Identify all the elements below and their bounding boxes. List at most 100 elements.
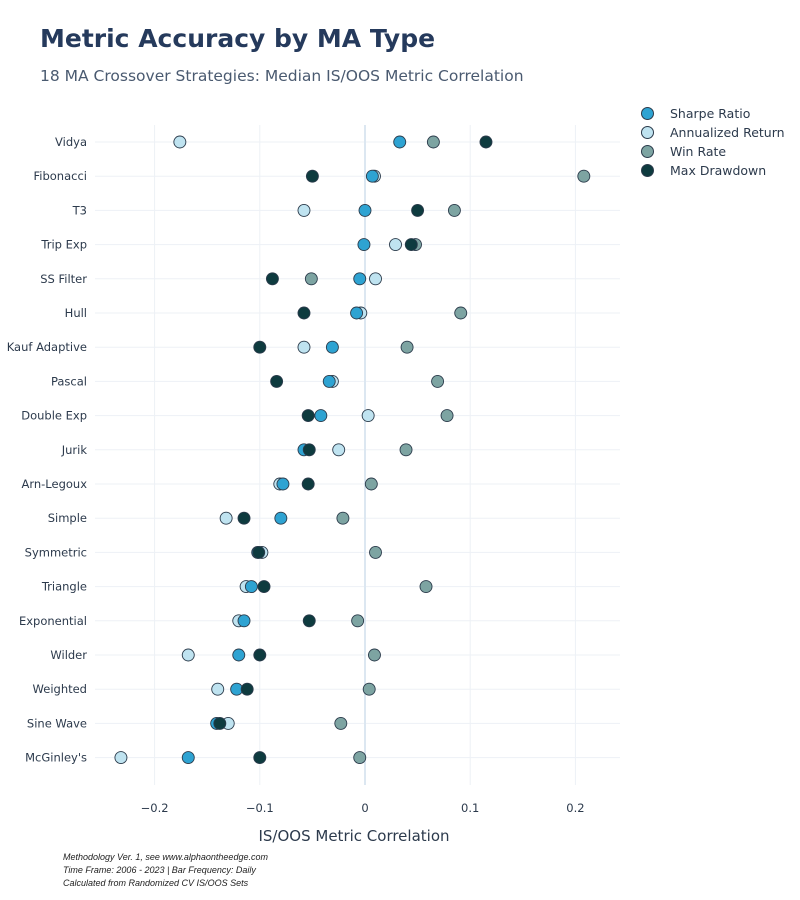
point-win-rate-fibonacci[interactable] <box>577 169 591 183</box>
point-sharpe-ratio-arn-legoux[interactable] <box>276 477 290 491</box>
point-max-drawdown-ss-filter[interactable] <box>265 272 279 286</box>
legend-item-max-drawdown[interactable]: Max Drawdown <box>641 161 785 180</box>
point-max-drawdown-sine-wave[interactable] <box>213 716 227 730</box>
category-label-wilder: Wilder <box>50 648 87 662</box>
point-max-drawdown-fibonacci[interactable] <box>305 169 319 183</box>
category-label-simple: Simple <box>48 511 87 525</box>
footnote-methodology: Methodology Ver. 1, see www.alphaontheed… <box>63 852 268 862</box>
point-max-drawdown-kauf-adaptive[interactable] <box>253 340 267 354</box>
point-sharpe-ratio-trip-exp[interactable] <box>357 238 371 252</box>
point-win-rate-t3[interactable] <box>447 203 461 217</box>
point-max-drawdown-t3[interactable] <box>411 203 425 217</box>
legend-item-annualized-return[interactable]: Annualized Return <box>641 123 785 142</box>
point-win-rate-jurik[interactable] <box>399 443 413 457</box>
point-win-rate-sine-wave[interactable] <box>334 716 348 730</box>
legend-swatch-max-drawdown <box>641 164 654 177</box>
point-win-rate-triangle[interactable] <box>419 580 433 594</box>
point-annualized-return-weighted[interactable] <box>211 682 225 696</box>
legend-item-win-rate[interactable]: Win Rate <box>641 142 785 161</box>
point-sharpe-ratio-pascal[interactable] <box>322 374 336 388</box>
category-label-jurik: Jurik <box>61 443 88 457</box>
point-annualized-return-jurik[interactable] <box>332 443 346 457</box>
point-win-rate-arn-legoux[interactable] <box>364 477 378 491</box>
legend-swatch-sharpe <box>641 107 654 120</box>
category-label-fibonacci: Fibonacci <box>34 169 88 183</box>
category-label-pascal: Pascal <box>51 374 87 388</box>
point-annualized-return-t3[interactable] <box>297 203 311 217</box>
category-label-triangle: Triangle <box>41 580 87 594</box>
point-annualized-return-double-exp[interactable] <box>361 409 375 423</box>
category-labels: Vidya Fibonacci T3 Trip Exp SS Filter Hull Kau… <box>7 135 88 765</box>
point-win-rate-symmetric[interactable] <box>369 545 382 559</box>
point-annualized-return-wilder[interactable] <box>181 648 195 662</box>
point-max-drawdown-exponential[interactable] <box>302 614 316 628</box>
legend-item-sharpe[interactable]: Sharpe Ratio <box>641 104 785 123</box>
point-sharpe-ratio-kauf-adaptive[interactable] <box>325 340 339 354</box>
point-max-drawdown-pascal[interactable] <box>270 374 284 388</box>
point-sharpe-ratio-hull[interactable] <box>350 306 364 320</box>
point-win-rate-wilder[interactable] <box>368 648 381 662</box>
point-annualized-return-ss-filter[interactable] <box>369 272 382 286</box>
point-max-drawdown-weighted[interactable] <box>240 682 254 696</box>
category-label-double-exp: Double Exp <box>21 409 87 423</box>
point-sharpe-ratio-simple[interactable] <box>274 511 288 525</box>
point-sharpe-ratio-vidya[interactable] <box>393 135 407 149</box>
point-annualized-return-kauf-adaptive[interactable] <box>297 340 311 354</box>
x-tick-label: 0.1 <box>461 801 479 815</box>
legend-label-max-drawdown: Max Drawdown <box>670 163 767 178</box>
point-win-rate-pascal[interactable] <box>431 374 445 388</box>
legend-swatch-annualized-return <box>641 126 654 139</box>
point-annualized-return-vidya[interactable] <box>173 135 187 149</box>
point-sharpe-ratio-t3[interactable] <box>358 203 372 217</box>
point-max-drawdown-hull[interactable] <box>297 306 311 320</box>
category-label-exponential: Exponential <box>19 614 87 628</box>
point-win-rate-exponential[interactable] <box>351 614 365 628</box>
point-sharpe-ratio-wilder[interactable] <box>232 648 246 662</box>
point-max-drawdown-simple[interactable] <box>237 511 251 525</box>
point-max-drawdown-jurik[interactable] <box>302 443 316 457</box>
chart-title: Metric Accuracy by MA Type <box>40 24 436 53</box>
point-annualized-return-mcginley-s[interactable] <box>114 751 128 765</box>
point-win-rate-hull[interactable] <box>454 306 468 320</box>
category-label-kauf-adaptive: Kauf Adaptive <box>7 340 87 354</box>
point-sharpe-ratio-double-exp[interactable] <box>314 409 328 423</box>
point-win-rate-mcginley-s[interactable] <box>353 751 367 765</box>
point-max-drawdown-arn-legoux[interactable] <box>301 477 315 491</box>
point-sharpe-ratio-ss-filter[interactable] <box>353 272 367 286</box>
point-win-rate-kauf-adaptive[interactable] <box>400 340 414 354</box>
x-axis-label: IS/OOS Metric Correlation <box>258 827 449 845</box>
point-sharpe-ratio-triangle[interactable] <box>244 580 258 594</box>
point-max-drawdown-triangle[interactable] <box>257 580 271 594</box>
point-annualized-return-simple[interactable] <box>219 511 233 525</box>
data-points <box>114 135 591 765</box>
point-annualized-return-trip-exp[interactable] <box>389 238 402 252</box>
point-sharpe-ratio-mcginley-s[interactable] <box>181 751 195 765</box>
point-sharpe-ratio-fibonacci[interactable] <box>365 169 379 183</box>
point-max-drawdown-symmetric[interactable] <box>252 545 266 559</box>
category-label-mcginley-s: McGinley's <box>25 751 87 765</box>
point-win-rate-double-exp[interactable] <box>440 409 454 423</box>
x-tick-label: 0.2 <box>566 801 584 815</box>
point-max-drawdown-double-exp[interactable] <box>301 409 315 423</box>
x-tick-label: −0.2 <box>141 801 169 815</box>
x-tick-label: 0 <box>361 801 368 815</box>
point-win-rate-ss-filter[interactable] <box>304 272 318 286</box>
point-max-drawdown-wilder[interactable] <box>253 648 267 662</box>
legend-swatch-win-rate <box>641 145 654 158</box>
point-win-rate-weighted[interactable] <box>362 682 376 696</box>
category-label-sine-wave: Sine Wave <box>27 716 87 730</box>
point-max-drawdown-vidya[interactable] <box>479 135 493 149</box>
category-label-t3: T3 <box>72 203 87 217</box>
x-tick-label: −0.1 <box>246 801 274 815</box>
footnote-timeframe: Time Frame: 2006 - 2023 | Bar Frequency:… <box>63 865 256 875</box>
point-win-rate-simple[interactable] <box>336 511 350 525</box>
category-label-weighted: Weighted <box>33 682 87 696</box>
point-max-drawdown-trip-exp[interactable] <box>404 238 418 252</box>
category-label-arn-legoux: Arn-Legoux <box>21 477 87 491</box>
point-win-rate-vidya[interactable] <box>426 135 440 149</box>
point-max-drawdown-mcginley-s[interactable] <box>253 751 267 765</box>
point-sharpe-ratio-exponential[interactable] <box>237 614 251 628</box>
footnote-calculation: Calculated from Randomized CV IS/OOS Set… <box>63 878 249 888</box>
category-label-hull: Hull <box>65 306 87 320</box>
